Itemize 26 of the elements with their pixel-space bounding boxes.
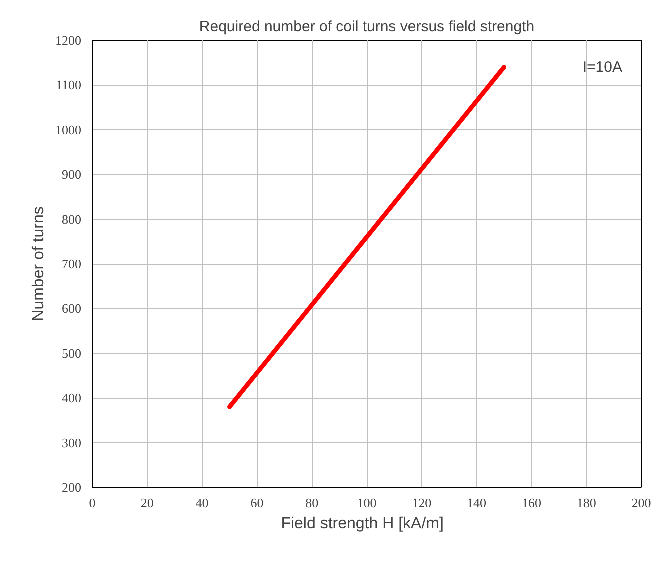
y-tick-label: 200 (62, 480, 82, 495)
x-tick-label: 120 (412, 496, 432, 510)
x-tick-label: 160 (522, 496, 542, 510)
y-tick-label: 900 (62, 167, 82, 182)
y-tick-label: 400 (62, 390, 82, 406)
x-tick-label: 200 (632, 496, 652, 510)
chart-title: Required number of coil turns versus field strength (199, 18, 535, 36)
x-tick-label: 140 (467, 496, 487, 510)
y-axis-title: Number of turns (30, 206, 48, 322)
x-axis-title: Field strength H [kA/m] (281, 516, 444, 532)
y-tick-label: 1200 (56, 33, 82, 48)
x-tick-label: 80 (306, 496, 319, 510)
x-tick-label: 0 (89, 496, 96, 510)
y-tick-label: 1000 (56, 122, 82, 138)
annotation: I=10A (582, 59, 623, 76)
y-tick-label: 300 (62, 435, 82, 450)
x-tick-label: 100 (357, 496, 377, 510)
y-tick-label: 500 (62, 346, 82, 361)
x-tick-label: 180 (576, 496, 596, 510)
x-tick-label: 60 (250, 496, 264, 510)
y-tick-label: 700 (62, 256, 82, 272)
y-tick-label: 600 (62, 301, 82, 316)
x-tick-label: 20 (140, 496, 154, 510)
x-tick-label: 40 (196, 496, 209, 510)
y-tick-label: 800 (62, 212, 82, 227)
y-tick-label: 1100 (56, 78, 82, 93)
